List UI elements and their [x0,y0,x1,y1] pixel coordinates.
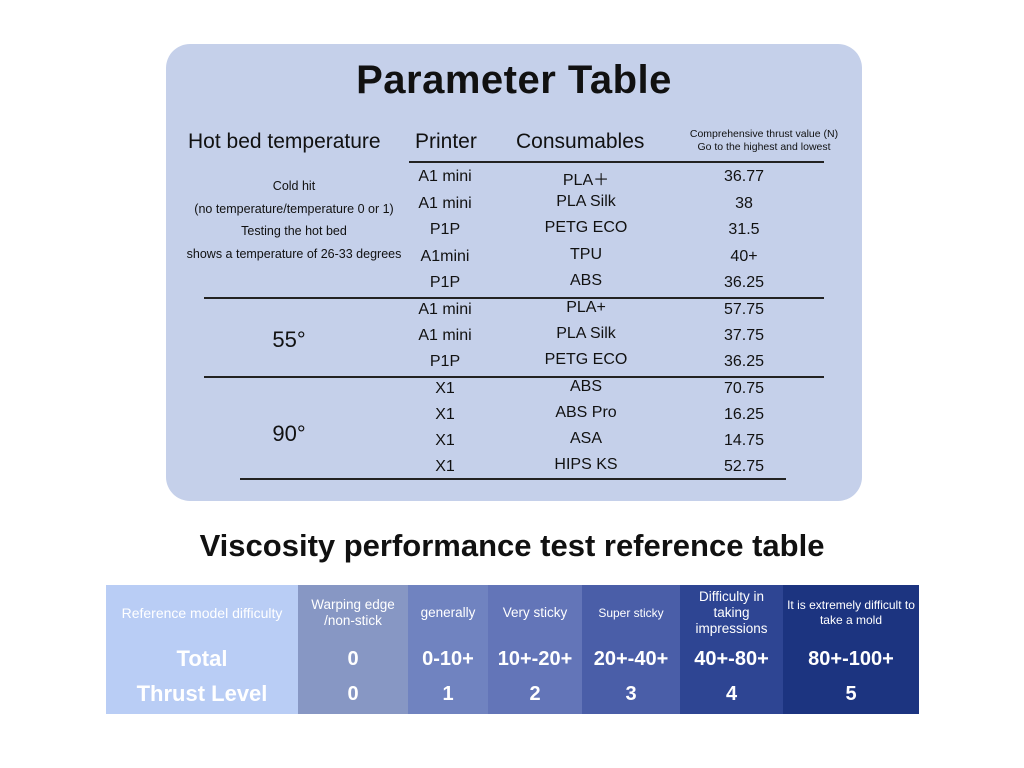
cell-printer: A1 mini [418,327,472,344]
cell-printer: X1 [435,458,455,475]
viscosity-level: 0 [347,682,359,705]
viscosity-level: 5 [845,682,857,705]
viscosity-column: Super sticky 20+-40+ 3 [582,585,680,714]
cell-thrust: 40+ [730,248,758,265]
group-label-cold-hit: Cold hit (no temperature/temperature 0 o… [174,175,414,265]
header-thrust-value: Comprehensive thrust value (N) Go to the… [654,128,874,154]
viscosity-column: Reference model difficulty Total Thrust … [106,585,298,714]
viscosity-column: Difficulty in taking impressions 40+-80+… [680,585,783,714]
viscosity-total: 0-10+ [422,647,474,670]
cell-consumable: ABS Pro [555,404,617,421]
group-divider-1 [204,297,824,299]
viscosity-header: Difficulty in taking impressions [695,589,768,636]
cell-printer: P1P [429,221,461,238]
cell-thrust: 14.75 [723,432,765,449]
viscosity-total: 10+-20+ [497,647,573,670]
cold-label-line: Testing the hot bed [241,224,347,238]
cell-consumable: PETG ECO [544,351,628,368]
cell-thrust: 31.5 [728,221,760,238]
cell-thrust: 36.77 [723,168,765,185]
viscosity-column: Very sticky 10+-20+ 2 [488,585,582,714]
cell-thrust: 52.75 [723,458,765,475]
cell-printer: P1P [429,274,461,291]
viscosity-total: 20+-40+ [593,647,669,670]
viscosity-total: 80+-100+ [808,647,894,670]
cell-thrust: 37.75 [723,327,765,344]
cell-printer: A1mini [420,248,470,265]
group-divider-2 [204,376,824,378]
table-bottom-line [240,478,786,480]
viscosity-header: Warping edge /non-stick [311,597,395,628]
cell-printer: A1 mini [418,168,472,185]
cell-consumable: PLA+ [566,299,606,316]
viscosity-level: 2 [529,682,541,705]
header-divider [409,161,824,163]
viscosity-table-title: Viscosity performance test reference tab… [199,528,825,563]
header-consumables: Consumables [516,130,645,153]
cell-consumable: TPU [570,246,602,263]
header-thrust-line1: Comprehensive thrust value (N) [689,128,839,140]
header-hot-bed-temperature: Hot bed temperature [188,130,381,153]
cell-consumable: HIPS KS [554,456,618,473]
viscosity-header: Super sticky [598,605,664,620]
viscosity-total: 0 [347,647,359,670]
viscosity-level: 3 [625,682,637,705]
header-printer: Printer [415,130,477,153]
cell-printer: A1 mini [418,195,472,212]
viscosity-column: It is extremely difficult to take a mold… [783,585,919,714]
cell-printer: X1 [435,432,455,449]
cell-printer: A1 mini [418,301,472,318]
cold-label-line: (no temperature/temperature 0 or 1) [194,201,394,216]
viscosity-total: Total [176,646,228,671]
header-thrust-line2: Go to the highest and lowest [697,141,831,153]
viscosity-total: 40+-80+ [694,647,769,670]
cell-consumable: ABS [569,272,603,289]
viscosity-level: Thrust Level [136,681,268,706]
cell-thrust: 57.75 [723,301,765,318]
cell-thrust: 70.75 [723,380,765,397]
cold-label-line: shows a temperature of 26-33 degrees [186,246,402,261]
group-label-55: 55° [272,327,306,352]
viscosity-table: Reference model difficulty Total Thrust … [106,585,919,714]
viscosity-header: Very sticky [502,605,568,620]
group-label-90: 90° [272,421,306,446]
cell-thrust: 38 [735,195,753,212]
cell-printer: X1 [435,406,455,423]
cell-thrust: 36.25 [723,274,765,291]
viscosity-header: Reference model difficulty [121,605,283,621]
cell-printer: P1P [429,353,461,370]
cell-consumable: PETG ECO [544,219,628,236]
viscosity-level: 4 [725,682,738,705]
cell-consumable: ASA [569,430,603,447]
cell-consumable: PLA Silk [556,325,616,342]
parameter-table-title: Parameter Table [356,58,672,102]
cell-consumable: ABS [569,378,603,395]
viscosity-column: generally 0-10+ 1 [408,585,488,714]
cell-consumable: PLA Silk [556,193,616,210]
viscosity-header: generally [420,605,476,620]
viscosity-column: Warping edge /non-stick 0 0 [298,585,408,714]
viscosity-level: 1 [442,682,454,705]
cell-printer: X1 [435,380,455,397]
cell-consumable: PLA＋ [562,172,610,189]
cell-thrust: 16.25 [723,406,765,423]
cold-label-line: Cold hit [272,179,316,193]
viscosity-header: It is extremely difficult to take a mold [787,598,915,627]
parameter-table-card: Parameter Table Hot bed temperature Prin… [166,44,862,501]
cell-thrust: 36.25 [723,353,765,370]
